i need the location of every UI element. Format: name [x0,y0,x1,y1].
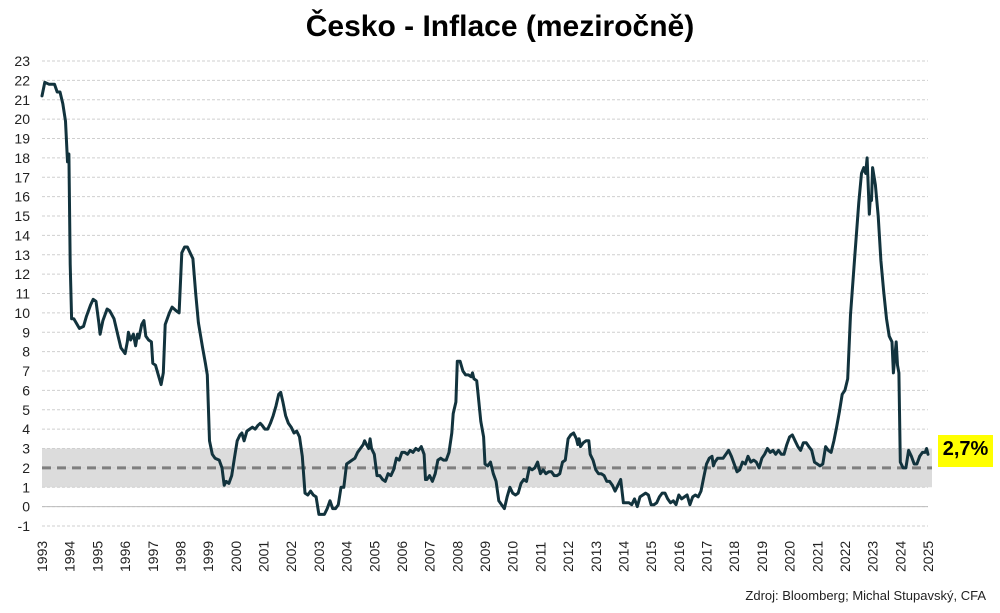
y-tick-label: 6 [22,382,30,398]
y-tick-label: 9 [22,324,30,340]
x-tick-label: 2016 [671,541,687,572]
x-tick-label: 1997 [145,541,161,572]
y-tick-label: -1 [18,518,31,534]
x-tick-label: 1993 [34,541,50,572]
x-tick-label: 2008 [449,541,465,572]
x-tick-label: 2004 [339,541,355,572]
latest-value-label: 2,7% [942,438,989,460]
x-tick-label: 2010 [505,541,521,572]
y-tick-label: 18 [14,150,30,166]
x-tick-label: 2001 [256,541,272,572]
x-tick-label: 2006 [394,541,410,572]
y-tick-label: 13 [14,247,30,263]
x-tick-label: 2024 [892,541,908,572]
y-tick-label: 11 [15,286,30,302]
x-tick-label: 1994 [62,541,78,572]
y-tick-label: 12 [14,266,30,282]
x-tick-label: 2011 [532,542,548,572]
y-tick-label: 19 [14,131,30,147]
latest-value-highlight [938,435,993,467]
x-tick-label: 2019 [754,541,770,572]
x-tick-label: 2013 [588,541,604,572]
y-tick-label: 10 [14,305,30,321]
x-tick-label: 2009 [477,541,493,572]
x-tick-label: 2002 [283,541,299,572]
y-tick-label: 0 [22,499,30,515]
x-tick-label: 2015 [643,541,659,572]
x-tick-label: 2017 [699,541,715,572]
y-tick-label: 8 [22,344,30,360]
x-tick-label: 2014 [615,541,631,572]
x-tick-label: 2000 [228,541,244,572]
grid-lines [42,60,928,527]
x-tick-label: 2025 [920,541,936,572]
x-tick-label: 2012 [560,541,576,572]
y-tick-label: 22 [14,72,30,88]
y-tick-label: 23 [14,53,30,69]
x-tick-label: 2007 [422,541,438,572]
y-tick-label: 17 [14,169,30,185]
chart-title: Česko - Inflace (meziročně) [305,10,695,43]
x-tick-label: 2022 [837,541,853,572]
y-tick-label: 4 [22,421,30,437]
y-tick-label: 5 [22,402,30,418]
y-tick-label: 14 [14,227,30,243]
y-tick-label: 3 [22,441,30,457]
y-tick-label: 2 [22,460,30,476]
x-tick-label: 1995 [89,541,105,572]
source-note: Zdroj: Bloomberg; Michal Stupavský, CFA [745,588,986,603]
x-tick-label: 2003 [311,541,327,572]
y-tick-label: 1 [22,479,30,495]
y-tick-label: 7 [22,363,30,379]
x-tick-label: 1998 [172,541,188,572]
x-tick-label: 2018 [726,541,742,572]
y-tick-label: 21 [14,92,30,108]
x-tick-label: 2020 [782,541,798,572]
x-tick-label: 1996 [117,541,133,572]
x-tick-label: 2023 [865,541,881,572]
y-tick-label: 16 [14,189,30,205]
x-tick-label: 2021 [809,541,825,572]
x-tick-label: 2005 [366,541,382,572]
x-axis-ticks: 1993 1994 1995 1996 1997 1998 1999 2000 2001 2002… [34,541,936,572]
inflation-series-line [40,80,930,516]
y-tick-label: 15 [14,208,30,224]
x-tick-label: 1999 [200,541,216,572]
y-tick-label: 20 [14,111,30,127]
